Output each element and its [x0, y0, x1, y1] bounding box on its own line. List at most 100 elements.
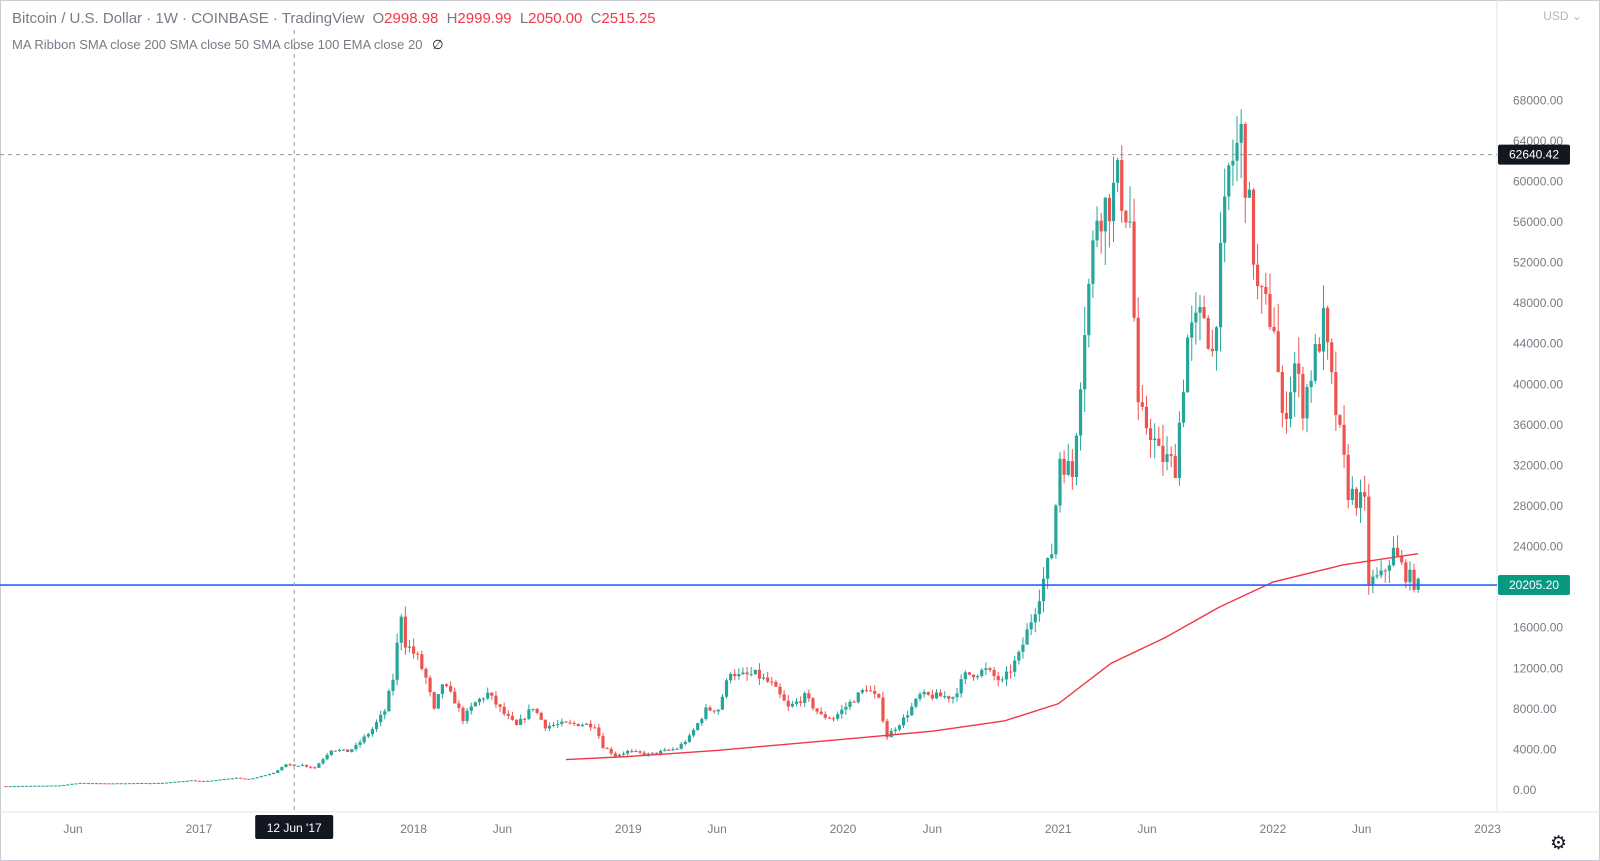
- candle[interactable]: [782, 690, 786, 701]
- candle[interactable]: [1136, 297, 1140, 421]
- candle[interactable]: [1029, 614, 1033, 636]
- candle[interactable]: [226, 778, 230, 780]
- candle[interactable]: [1144, 395, 1149, 435]
- candle[interactable]: [790, 700, 794, 708]
- candle[interactable]: [1330, 338, 1334, 385]
- candle[interactable]: [1218, 211, 1223, 352]
- candle[interactable]: [1408, 561, 1412, 591]
- candle[interactable]: [976, 674, 980, 680]
- candle[interactable]: [486, 687, 490, 700]
- candle[interactable]: [934, 689, 939, 700]
- candle[interactable]: [132, 783, 136, 785]
- candle[interactable]: [568, 719, 572, 725]
- candle[interactable]: [1062, 450, 1066, 484]
- candle[interactable]: [1334, 351, 1338, 431]
- candle[interactable]: [391, 673, 395, 696]
- time-axis[interactable]: Jun 2017 2018 Jun 2019 Jun 2020 Jun 2021 Jun 2022 J…: [63, 822, 1501, 836]
- candle[interactable]: [33, 785, 37, 787]
- candle[interactable]: [589, 720, 593, 731]
- candle[interactable]: [564, 720, 568, 723]
- candle[interactable]: [1346, 444, 1350, 509]
- candle[interactable]: [724, 678, 729, 699]
- candle[interactable]: [844, 702, 848, 715]
- candle[interactable]: [947, 695, 951, 703]
- candle[interactable]: [94, 783, 99, 785]
- candle[interactable]: [556, 719, 560, 729]
- candle[interactable]: [712, 710, 716, 714]
- candle[interactable]: [823, 711, 827, 720]
- candle[interactable]: [922, 689, 926, 698]
- candle[interactable]: [395, 633, 399, 686]
- candle[interactable]: [1013, 655, 1017, 677]
- candle[interactable]: [1231, 139, 1235, 186]
- candle[interactable]: [428, 675, 432, 697]
- candle[interactable]: [148, 783, 152, 785]
- candle[interactable]: [243, 778, 247, 780]
- candle[interactable]: [1400, 549, 1404, 566]
- candle[interactable]: [481, 697, 486, 703]
- candle[interactable]: [1021, 637, 1025, 659]
- candle[interactable]: [535, 708, 539, 715]
- candle[interactable]: [218, 779, 222, 781]
- candle[interactable]: [185, 780, 189, 782]
- candle[interactable]: [992, 666, 996, 681]
- candle[interactable]: [1087, 278, 1091, 348]
- candle[interactable]: [675, 747, 679, 750]
- candle[interactable]: [66, 784, 70, 786]
- candle[interactable]: [1083, 306, 1087, 413]
- candle[interactable]: [1103, 196, 1107, 266]
- candle[interactable]: [840, 704, 844, 719]
- candle[interactable]: [708, 705, 712, 712]
- candle[interactable]: [873, 685, 877, 699]
- candle[interactable]: [276, 769, 280, 774]
- candle[interactable]: [889, 727, 893, 738]
- candle[interactable]: [930, 689, 934, 701]
- candle[interactable]: [1017, 650, 1021, 665]
- candle[interactable]: [885, 718, 889, 741]
- candle[interactable]: [296, 765, 300, 767]
- candle[interactable]: [926, 691, 930, 696]
- candle[interactable]: [848, 699, 852, 711]
- candle[interactable]: [901, 714, 906, 729]
- candle[interactable]: [630, 748, 634, 753]
- candle[interactable]: [206, 780, 210, 782]
- candle[interactable]: [827, 716, 832, 719]
- candle[interactable]: [1140, 385, 1144, 411]
- candle[interactable]: [753, 669, 757, 675]
- candle[interactable]: [1223, 168, 1227, 263]
- candle[interactable]: [716, 709, 720, 715]
- candle[interactable]: [234, 777, 239, 779]
- candle[interactable]: [45, 785, 49, 787]
- candle[interactable]: [893, 727, 897, 734]
- candle[interactable]: [774, 679, 778, 687]
- candle[interactable]: [317, 762, 321, 768]
- candle[interactable]: [461, 706, 465, 725]
- indicator-label[interactable]: MA Ribbon SMA close 200 SMA close 50 SMA…: [12, 37, 423, 52]
- candle[interactable]: [696, 722, 700, 731]
- candle[interactable]: [1260, 284, 1264, 314]
- candle[interactable]: [836, 711, 840, 721]
- candle[interactable]: [819, 707, 823, 715]
- candle[interactable]: [1276, 304, 1280, 373]
- candle[interactable]: [1412, 563, 1416, 593]
- candle[interactable]: [766, 671, 770, 683]
- candle[interactable]: [1041, 567, 1046, 613]
- candle[interactable]: [980, 667, 984, 678]
- candle[interactable]: [737, 668, 741, 680]
- candle[interactable]: [1326, 305, 1330, 360]
- candle[interactable]: [572, 721, 576, 726]
- candle[interactable]: [1264, 272, 1268, 305]
- candle[interactable]: [247, 778, 251, 780]
- candle[interactable]: [856, 691, 860, 704]
- candle[interactable]: [1284, 391, 1289, 434]
- candle[interactable]: [300, 763, 305, 767]
- currency-selector[interactable]: USD ⌄: [1543, 9, 1582, 23]
- candle[interactable]: [1054, 504, 1058, 559]
- candle[interactable]: [955, 687, 959, 702]
- candle[interactable]: [1317, 337, 1321, 353]
- candle[interactable]: [284, 764, 288, 768]
- candle[interactable]: [494, 690, 498, 709]
- candle[interactable]: [1033, 608, 1037, 633]
- candle[interactable]: [144, 782, 148, 784]
- candle[interactable]: [638, 750, 642, 755]
